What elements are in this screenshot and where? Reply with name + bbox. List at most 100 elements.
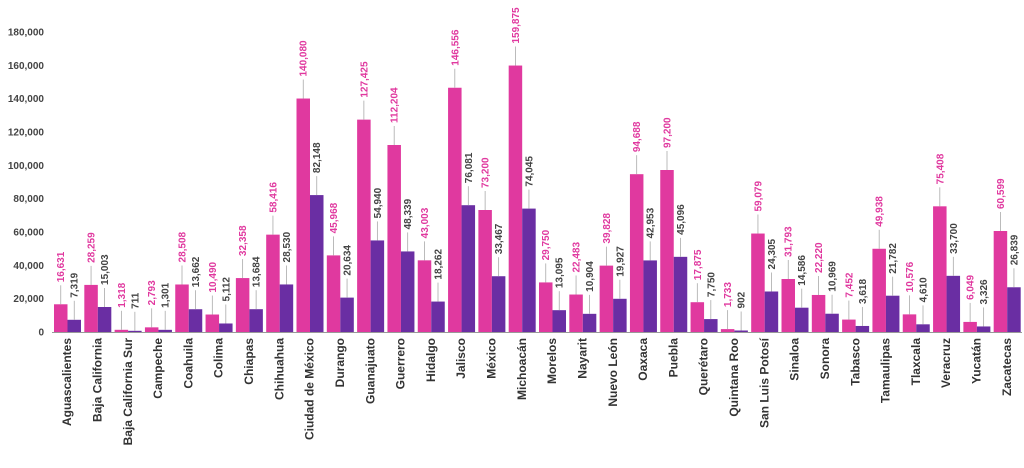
x-tick-label: Chihuahua bbox=[272, 338, 286, 400]
data-label-series-2: 54,940 bbox=[373, 187, 384, 218]
data-label-series-2: 13,662 bbox=[191, 256, 202, 287]
data-label-series-2: 20,634 bbox=[343, 245, 354, 276]
data-label-series-1: 2,793 bbox=[147, 280, 158, 305]
y-tick-label: 80,000 bbox=[13, 194, 44, 205]
bar-series-2 bbox=[279, 284, 294, 332]
x-tick-label: Zacatecas bbox=[1000, 338, 1014, 396]
bar-series-1 bbox=[448, 87, 462, 333]
data-label-series-1: 58,416 bbox=[268, 182, 279, 213]
bar-series-2 bbox=[855, 325, 870, 332]
x-tick-label: Sinaloa bbox=[788, 338, 802, 381]
data-label-series-2: 711 bbox=[130, 292, 141, 309]
data-label-series-2: 26,839 bbox=[1009, 234, 1020, 265]
bar-series-1 bbox=[417, 260, 432, 332]
bar-series-1 bbox=[569, 294, 583, 332]
bar-series-2 bbox=[219, 323, 233, 332]
data-label-series-2: 13,684 bbox=[252, 256, 263, 287]
x-tick-label: Jalisco bbox=[454, 338, 468, 379]
data-label-series-2: 74,045 bbox=[524, 156, 535, 187]
data-label-series-1: 39,828 bbox=[602, 213, 613, 244]
y-tick-label: 20,000 bbox=[13, 294, 44, 305]
bar-series-2 bbox=[916, 324, 930, 332]
bar-series-2 bbox=[491, 276, 506, 332]
data-label-series-1: 127,425 bbox=[359, 61, 370, 98]
x-tick-label: Ciudad de México bbox=[303, 338, 317, 440]
data-label-series-2: 15,003 bbox=[100, 254, 111, 285]
bar-series-2 bbox=[673, 256, 688, 332]
data-label-series-2: 76,081 bbox=[464, 152, 475, 183]
x-tick-label: Tabasco bbox=[848, 338, 862, 386]
bar-series-2 bbox=[370, 240, 385, 332]
x-tick-label: Querétaro bbox=[697, 338, 711, 395]
bar-series-1 bbox=[508, 65, 523, 333]
x-tick-label: Tamaulipas bbox=[879, 338, 893, 403]
data-label-leaders bbox=[60, 46, 1015, 331]
bar-series-1 bbox=[84, 284, 98, 332]
bar-series-2 bbox=[158, 329, 172, 332]
data-label-series-2: 1,301 bbox=[161, 282, 172, 307]
data-label-series-2: 13,095 bbox=[555, 257, 566, 288]
bar-series-2 bbox=[340, 297, 354, 332]
data-label-series-1: 43,003 bbox=[420, 207, 431, 238]
bar-series-1 bbox=[599, 265, 614, 332]
data-label-series-2: 45,096 bbox=[676, 204, 687, 235]
bar-series-2 bbox=[128, 330, 142, 332]
data-label-series-1: 94,688 bbox=[632, 121, 643, 152]
bar-series-2 bbox=[885, 295, 900, 332]
bar-series-1 bbox=[811, 294, 826, 332]
bar-series-1 bbox=[842, 319, 856, 332]
x-tick-label: Tlaxcala bbox=[909, 338, 923, 386]
bar-series-1 bbox=[326, 255, 341, 332]
bar-series-2 bbox=[400, 251, 415, 332]
data-label-series-2: 18,262 bbox=[434, 249, 445, 280]
x-tick-label: Guanajuato bbox=[363, 338, 377, 404]
data-label-series-2: 82,148 bbox=[312, 142, 323, 173]
x-tick-label: San Luis Potosí bbox=[757, 337, 771, 428]
bar-series-2 bbox=[795, 307, 809, 332]
data-label-series-1: 112,204 bbox=[390, 87, 401, 123]
bar-series-1 bbox=[963, 321, 977, 332]
bar-series-1 bbox=[690, 302, 705, 332]
x-tick-label: Baja California Sur bbox=[121, 338, 135, 446]
bar-series-2 bbox=[97, 306, 112, 332]
data-label-series-1: 49,938 bbox=[875, 196, 886, 227]
data-label-series-2: 21,782 bbox=[888, 243, 899, 274]
y-tick-label: 160,000 bbox=[8, 61, 45, 72]
x-tick-label: Guerrero bbox=[394, 338, 408, 389]
x-tick-label: Hidalgo bbox=[424, 338, 438, 382]
x-tick-label: México bbox=[485, 338, 499, 379]
data-label-series-1: 32,358 bbox=[238, 225, 249, 256]
data-label-series-2: 28,530 bbox=[282, 231, 293, 262]
data-label-series-1: 1,733 bbox=[723, 282, 734, 307]
data-label-series-1: 140,080 bbox=[299, 40, 310, 77]
bar-series-2 bbox=[643, 260, 657, 332]
data-label-series-1: 16,631 bbox=[56, 251, 67, 282]
bar-series-1 bbox=[357, 119, 371, 332]
data-label-series-2: 10,969 bbox=[828, 261, 839, 292]
bar-series-2 bbox=[613, 298, 627, 332]
bar-series-2 bbox=[431, 301, 445, 332]
data-label-series-1: 73,200 bbox=[481, 157, 492, 188]
data-label-series-1: 75,408 bbox=[935, 153, 946, 184]
bar-series-2 bbox=[249, 309, 263, 332]
x-tick-label: Colima bbox=[212, 338, 226, 378]
x-tick-label: Veracruz bbox=[939, 338, 953, 388]
bar-series-2 bbox=[310, 195, 324, 332]
data-label-series-2: 4,610 bbox=[919, 277, 930, 302]
bar-series-1 bbox=[539, 282, 553, 332]
data-label-series-1: 28,259 bbox=[87, 232, 98, 263]
bar-series-2 bbox=[976, 326, 991, 332]
data-label-series-2: 3,326 bbox=[979, 279, 990, 304]
bar-series-1 bbox=[902, 314, 917, 332]
bar-series-2 bbox=[461, 205, 476, 332]
data-label-series-2: 19,927 bbox=[615, 246, 626, 277]
data-label-series-1: 10,490 bbox=[208, 261, 219, 292]
data-label-series-2: 7,750 bbox=[706, 272, 717, 297]
x-tick-label: Aguascalientes bbox=[60, 338, 74, 426]
x-tick-label: Chiapas bbox=[242, 338, 256, 385]
x-tick-label: Campeche bbox=[151, 338, 165, 399]
y-tick-label: 60,000 bbox=[13, 228, 44, 239]
bar-series-1 bbox=[387, 144, 401, 332]
bar-series-1 bbox=[205, 314, 220, 332]
